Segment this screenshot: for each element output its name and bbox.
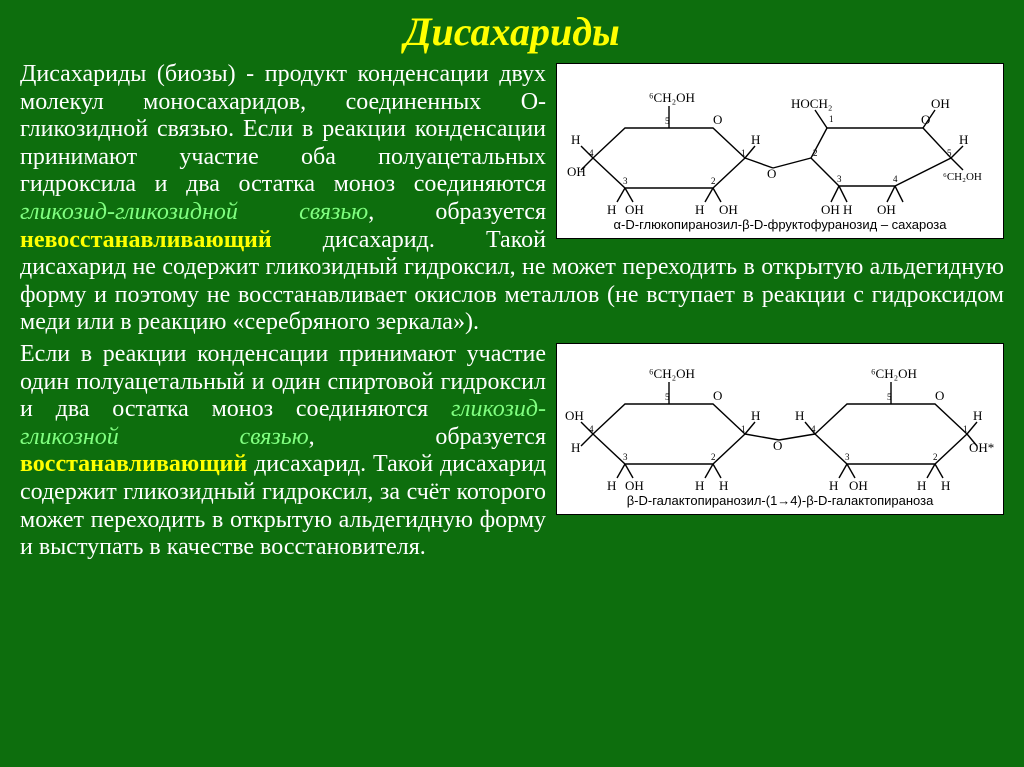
- svg-text:H: H: [941, 478, 950, 492]
- lactose-caption: β-D-галактопиранозил-(1→4)-β-D-галактопи…: [563, 494, 997, 509]
- svg-text:1: 1: [741, 148, 746, 158]
- svg-text:O: O: [713, 388, 722, 403]
- svg-text:4: 4: [589, 424, 594, 434]
- sucrose-diagram: O ⁶CH₂OH H OH H OH H OH H 4 3 2 1 5 O HO…: [556, 63, 1004, 239]
- svg-text:HOCH₂: HOCH₂: [791, 96, 832, 111]
- svg-text:3: 3: [837, 174, 842, 184]
- text-p1c: , образуется: [368, 199, 546, 225]
- svg-text:H: H: [843, 202, 852, 216]
- svg-text:1: 1: [741, 424, 746, 434]
- emphasis-reducing: восстанавливающий: [20, 451, 247, 477]
- svg-text:2: 2: [813, 148, 818, 158]
- svg-text:O: O: [767, 166, 776, 181]
- sucrose-caption: α-D-глюкопиранозил-β-D-фруктофуранозид –…: [563, 218, 997, 233]
- emphasis-glycosid-glycosid: гликозид-гликозидной связью: [20, 199, 368, 225]
- svg-text:5: 5: [887, 392, 892, 402]
- emphasis-nonreducing: невосстанавливающий: [20, 227, 272, 253]
- svg-text:O: O: [935, 388, 944, 403]
- svg-text:H: H: [829, 478, 838, 492]
- svg-text:O: O: [773, 438, 782, 453]
- svg-text:H: H: [751, 132, 760, 147]
- page-title: Дисахариды: [20, 8, 1004, 55]
- svg-text:O: O: [713, 112, 722, 127]
- svg-text:H: H: [607, 478, 616, 492]
- text-intro: Дисахариды (биозы) - продукт конденсации…: [20, 61, 546, 115]
- svg-text:⁶CH₂OH: ⁶CH₂OH: [943, 171, 982, 183]
- lactose-diagram: O O ⁶CH₂OH ⁶CH₂OH OH H H OH H H H O H H …: [556, 343, 1004, 515]
- svg-text:OH: OH: [849, 478, 868, 492]
- svg-text:3: 3: [845, 452, 850, 462]
- svg-text:H: H: [795, 408, 804, 423]
- svg-text:OH: OH: [625, 478, 644, 492]
- svg-text:OH: OH: [625, 202, 644, 216]
- svg-text:4: 4: [893, 174, 898, 184]
- svg-text:3: 3: [623, 176, 628, 186]
- body-text: O ⁶CH₂OH H OH H OH H OH H 4 3 2 1 5 O HO…: [20, 61, 1004, 562]
- svg-text:H: H: [917, 478, 926, 492]
- svg-text:5: 5: [665, 116, 670, 126]
- svg-text:H: H: [719, 478, 728, 492]
- svg-text:OH*: OH*: [969, 440, 994, 455]
- svg-text:H: H: [607, 202, 616, 216]
- svg-text:2: 2: [711, 176, 716, 186]
- svg-text:H: H: [751, 408, 760, 423]
- svg-text:2: 2: [711, 452, 716, 462]
- svg-text:2: 2: [933, 452, 938, 462]
- svg-text:1: 1: [963, 424, 968, 434]
- svg-text:H: H: [695, 202, 704, 216]
- svg-text:⁶CH₂OH: ⁶CH₂OH: [871, 366, 917, 381]
- svg-text:1: 1: [829, 114, 834, 124]
- lactose-structure-svg: O O ⁶CH₂OH ⁶CH₂OH OH H H OH H H H O H H …: [563, 348, 997, 492]
- svg-text:OH: OH: [931, 96, 950, 111]
- svg-text:H: H: [571, 440, 580, 455]
- svg-text:OH: OH: [877, 202, 896, 216]
- svg-text:3: 3: [623, 452, 628, 462]
- svg-text:⁶CH₂OH: ⁶CH₂OH: [649, 366, 695, 381]
- svg-text:OH: OH: [719, 202, 738, 216]
- svg-text:4: 4: [811, 424, 816, 434]
- svg-text:H: H: [571, 132, 580, 147]
- svg-text:H: H: [959, 132, 968, 147]
- sucrose-structure-svg: O ⁶CH₂OH H OH H OH H OH H 4 3 2 1 5 O HO…: [563, 68, 997, 216]
- svg-text:4: 4: [589, 148, 594, 158]
- svg-text:⁶CH₂OH: ⁶CH₂OH: [649, 90, 695, 105]
- svg-text:5: 5: [665, 392, 670, 402]
- svg-text:H: H: [695, 478, 704, 492]
- svg-text:OH: OH: [821, 202, 840, 216]
- text-p2b: , образуется: [309, 424, 546, 450]
- svg-text:5: 5: [947, 148, 952, 158]
- svg-text:O: O: [921, 112, 930, 127]
- svg-text:H: H: [973, 408, 982, 423]
- svg-text:OH: OH: [565, 408, 584, 423]
- svg-text:OH: OH: [567, 164, 586, 179]
